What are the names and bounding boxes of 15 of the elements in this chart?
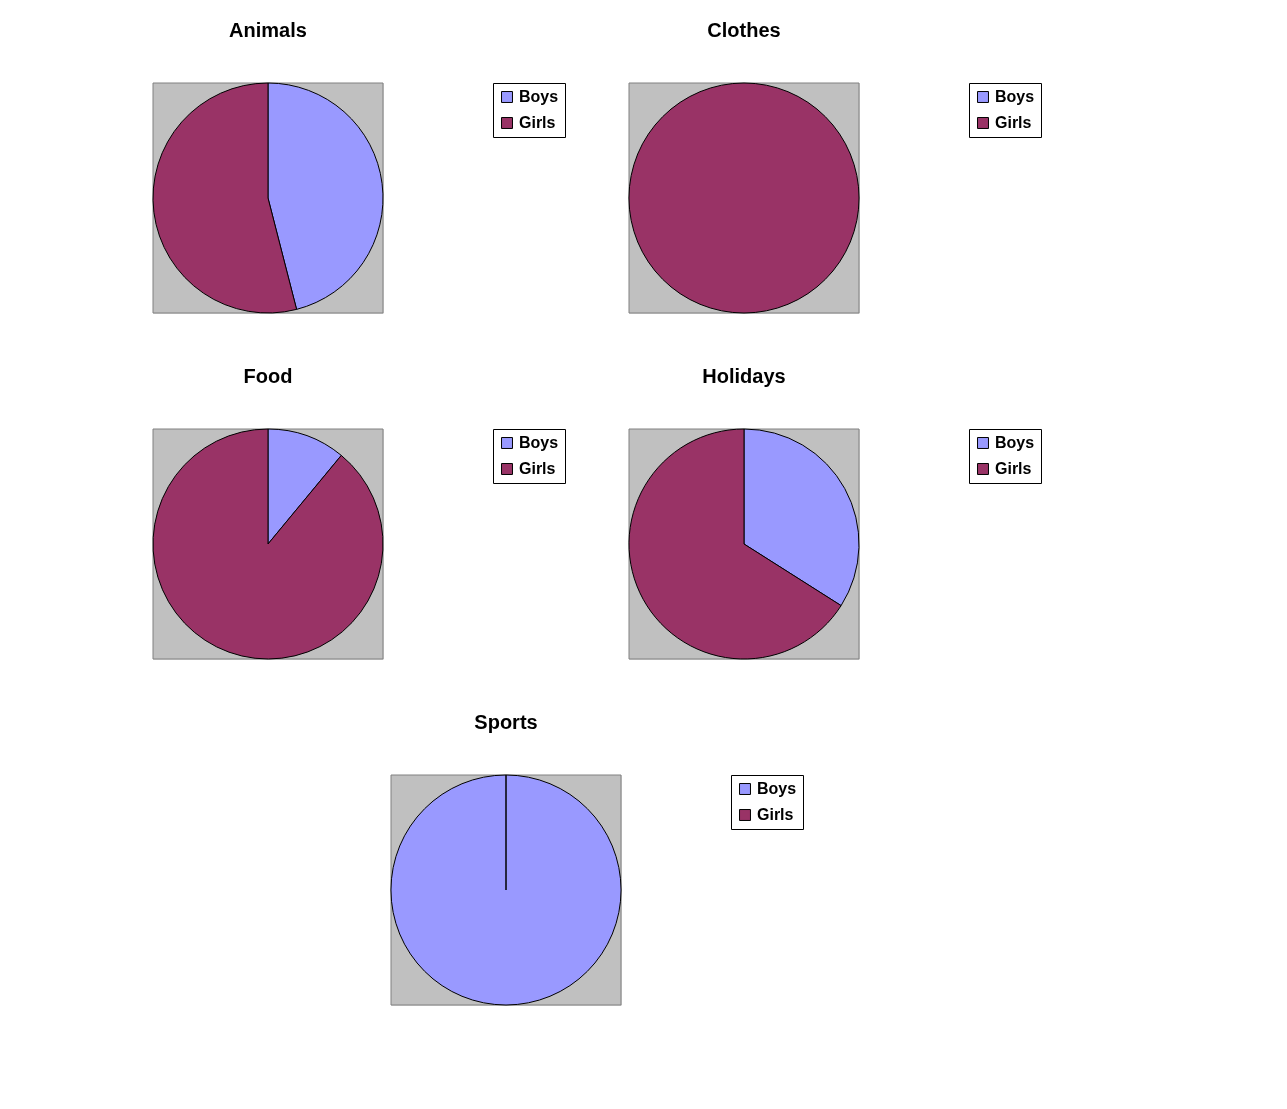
legend-label: Girls	[519, 114, 556, 131]
legend-label: Boys	[995, 434, 1035, 451]
chart-title: Food	[243, 365, 293, 387]
legend-label: Girls	[757, 806, 794, 823]
legend-label: Boys	[519, 434, 559, 451]
chart-title: Sports	[474, 711, 538, 733]
chart-title: Clothes	[707, 19, 781, 41]
legend-label: Girls	[995, 460, 1032, 477]
legend-label: Boys	[757, 780, 797, 797]
chart-title: Holidays	[702, 365, 786, 387]
legend-label: Boys	[519, 88, 559, 105]
legend-label: Girls	[995, 114, 1032, 131]
legend-label: Boys	[995, 88, 1035, 105]
chart-title: Animals	[229, 19, 307, 41]
legend-label: Girls	[519, 460, 556, 477]
